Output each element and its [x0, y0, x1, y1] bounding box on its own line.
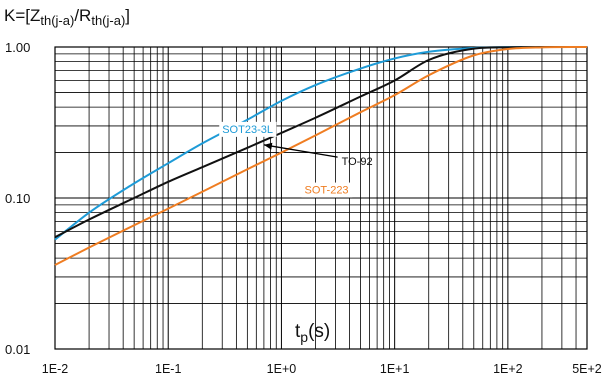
x-axis-label-main: t: [295, 321, 301, 342]
curve-labels: SOT23-3L SOT-223 TO-92: [219, 121, 373, 198]
x-tick-label: 1E-1: [155, 362, 181, 376]
label-bg-sot-223: [301, 182, 353, 198]
arrow-line-to-92: [263, 144, 338, 158]
x-tick-label: 1E+0: [267, 362, 297, 376]
y-axis-label-suffix: ]: [125, 6, 131, 25]
x-tick-label: 1E+1: [380, 362, 410, 376]
x-tick-label: 1E+2: [493, 362, 523, 376]
series-label-to-92: TO-92: [342, 156, 373, 168]
series-line-sot23-3l: [54, 45, 588, 241]
label-bg-sot23-3l: [219, 121, 277, 137]
y-axis-label-prefix: K=[Z: [4, 6, 41, 25]
x-axis-label-unit: (s): [308, 321, 330, 342]
x-axis-label-sub: p: [300, 329, 308, 345]
x-tick-label: 1E-2: [42, 362, 68, 376]
y-axis-label-sub1: th(j-a): [40, 13, 75, 28]
y-tick-label: 1.00: [5, 40, 30, 55]
series-line-to-92: [54, 45, 588, 239]
series-curves: [54, 45, 588, 266]
series-label-sot-223: SOT-223: [305, 185, 349, 197]
y-tick-label: 0.10: [5, 191, 30, 206]
series-label-sot23-3l: SOT23-3L: [222, 124, 273, 136]
y-axis-label: K=[Zth(j-a)/Rth(j-a)]: [4, 6, 130, 28]
y-axis-label-mid: /R: [74, 6, 92, 25]
series-line-sot-223: [54, 46, 588, 266]
y-tick-label: 0.01: [5, 342, 30, 357]
arrow-head-to-92: [263, 142, 273, 150]
x-tick-label: 5E+2: [572, 362, 602, 376]
plot-frame: [54, 46, 588, 350]
x-axis-label: tp(s): [295, 321, 330, 345]
grid-lines: [54, 46, 588, 350]
y-axis-label-sub2: th(j-a): [91, 13, 126, 28]
tick-labels: 1E-2 1E-1 1E+0 1E+1 1E+2 5E+2 1.00 0.10 0.01: [5, 40, 602, 376]
